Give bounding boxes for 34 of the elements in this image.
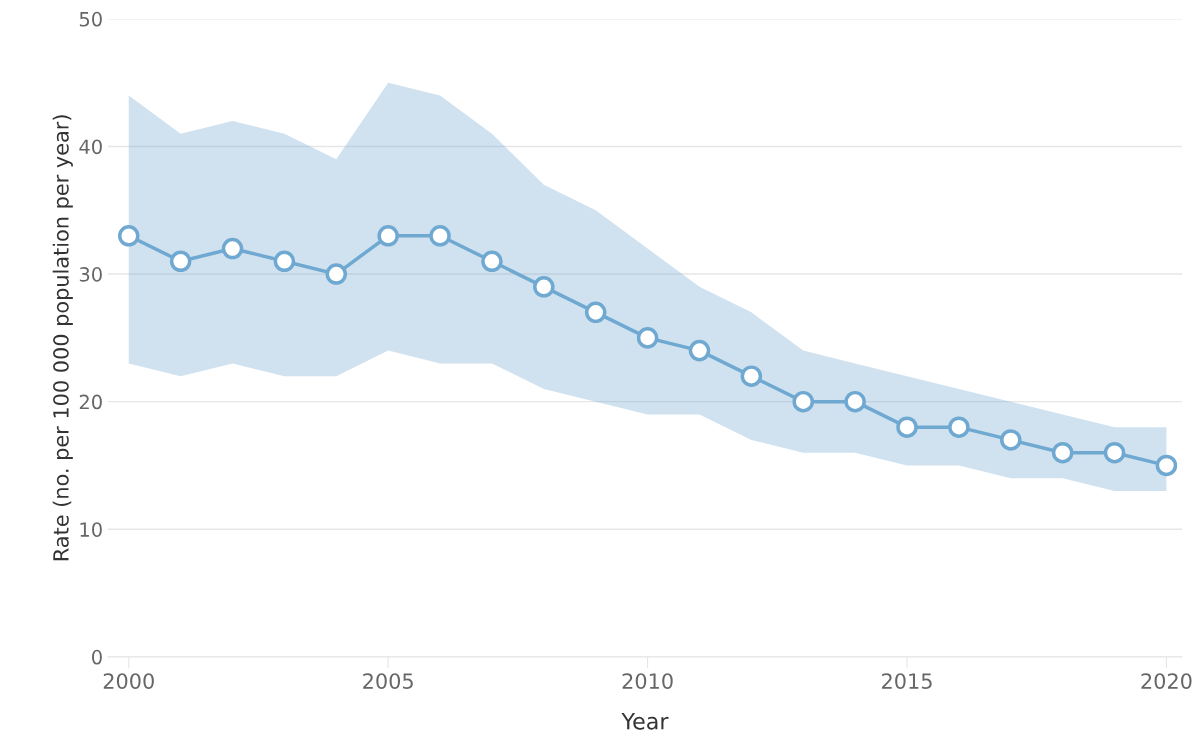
point <box>221 237 244 260</box>
point <box>896 416 918 438</box>
y-tick-label: 20 <box>79 394 102 410</box>
point <box>429 225 451 247</box>
point <box>169 250 192 273</box>
x-tick-label: 2010 <box>622 673 673 689</box>
point <box>533 276 555 298</box>
point <box>1051 441 1074 464</box>
point <box>117 225 140 247</box>
x-tick-label: 2015 <box>882 673 932 689</box>
point <box>1103 441 1126 464</box>
x-tick-label: 2005 <box>363 673 413 689</box>
y-tick-label: 10 <box>80 522 102 537</box>
y-tick-label: 0 <box>92 649 102 665</box>
point <box>792 390 815 413</box>
point <box>1000 429 1022 451</box>
y-tick-label: 50 <box>79 11 102 27</box>
y-tick-label: 40 <box>79 139 102 155</box>
point <box>325 263 348 285</box>
point <box>377 225 399 247</box>
point <box>844 390 866 413</box>
x-tick-label: 2020 <box>1141 673 1192 689</box>
point <box>636 327 659 349</box>
point <box>481 250 503 273</box>
point <box>688 339 711 362</box>
point <box>273 250 296 273</box>
y-axis-title: Rate (no. per 100 000 population per year) <box>52 115 73 561</box>
x-axis-title: Year <box>621 713 669 730</box>
point <box>948 416 970 438</box>
x-tick-label: 2000 <box>103 673 154 689</box>
y-tick-label: 30 <box>79 267 102 282</box>
point <box>1155 454 1178 477</box>
point <box>584 301 607 324</box>
point <box>740 365 763 387</box>
